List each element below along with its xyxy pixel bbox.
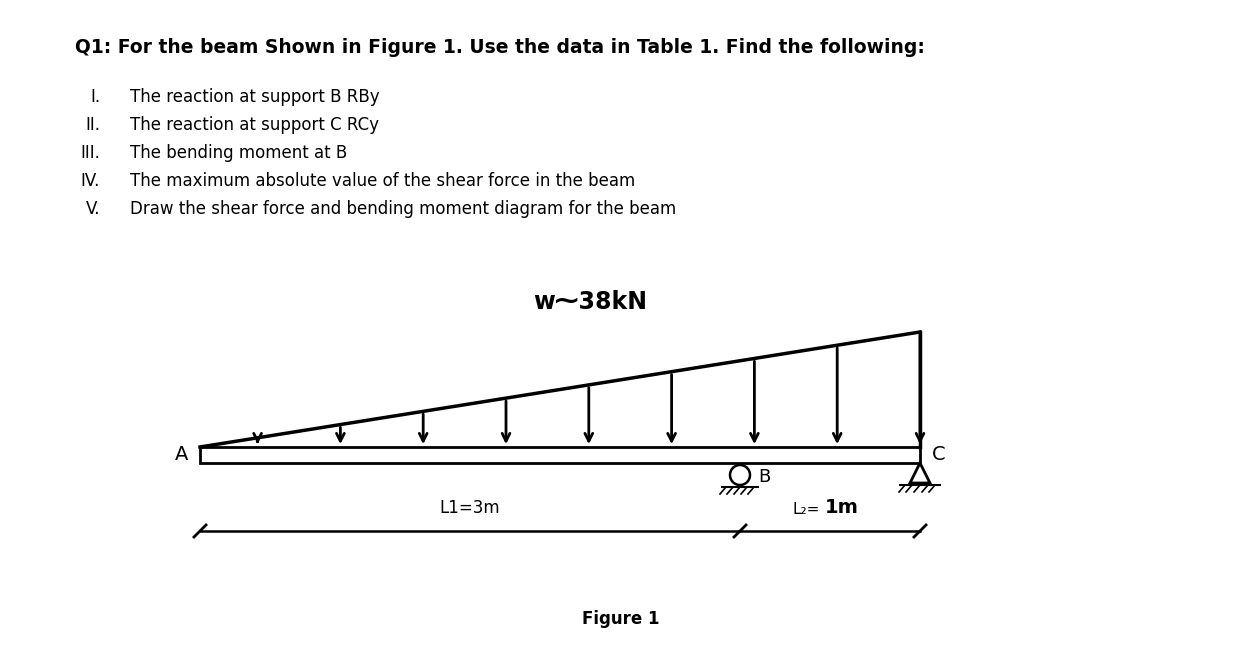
Text: B: B bbox=[758, 468, 770, 486]
Text: V.: V. bbox=[86, 200, 101, 218]
Text: A: A bbox=[175, 446, 188, 464]
Text: The bending moment at B: The bending moment at B bbox=[130, 144, 348, 162]
Bar bbox=[200, 447, 920, 463]
Text: L1=3m: L1=3m bbox=[440, 499, 501, 517]
Text: The maximum absolute value of the shear force in the beam: The maximum absolute value of the shear … bbox=[130, 172, 635, 190]
Text: III.: III. bbox=[81, 144, 101, 162]
Text: The reaction at support C RCy: The reaction at support C RCy bbox=[130, 116, 379, 134]
Text: The reaction at support B RBy: The reaction at support B RBy bbox=[130, 88, 380, 106]
Text: IV.: IV. bbox=[81, 172, 101, 190]
Text: 1m: 1m bbox=[825, 498, 859, 517]
Text: C: C bbox=[932, 446, 945, 464]
Text: I.: I. bbox=[89, 88, 101, 106]
Text: Draw the shear force and bending moment diagram for the beam: Draw the shear force and bending moment … bbox=[130, 200, 676, 218]
Text: Q1: For the beam Shown in Figure 1. Use the data in Table 1. Find the following:: Q1: For the beam Shown in Figure 1. Use … bbox=[75, 38, 925, 57]
Circle shape bbox=[730, 465, 750, 485]
Text: Figure 1: Figure 1 bbox=[582, 610, 660, 628]
Polygon shape bbox=[910, 463, 930, 483]
Text: II.: II. bbox=[84, 116, 101, 134]
Text: L₂=: L₂= bbox=[792, 502, 820, 517]
Text: w⁓38kN: w⁓38kN bbox=[533, 290, 647, 314]
